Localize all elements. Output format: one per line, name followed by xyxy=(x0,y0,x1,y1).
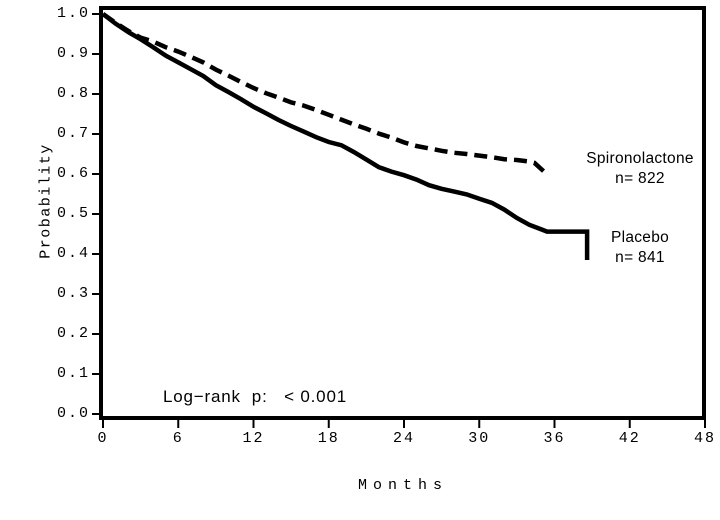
x-tick-label: 0 xyxy=(97,430,109,447)
x-tick-label: 24 xyxy=(392,430,415,447)
spironolactone-curve xyxy=(101,12,547,174)
series-label-placebo: Placebo xyxy=(610,229,670,246)
x-tick-label: 48 xyxy=(693,430,716,447)
series-label-spironolactone: Spironolactone xyxy=(586,150,694,167)
placebo-curve xyxy=(101,12,590,260)
legend-placebo: Placebo n= 841 xyxy=(574,228,706,267)
x-tick-label: 18 xyxy=(317,430,340,447)
y-tick-label: 0.4 xyxy=(56,245,90,262)
y-tick-label: 0.3 xyxy=(56,285,90,302)
x-tick-label: 30 xyxy=(468,430,491,447)
legend-spironolactone: Spironolactone n= 822 xyxy=(574,149,706,188)
y-tick-label: 1.0 xyxy=(56,5,90,22)
axis-frame xyxy=(99,6,706,420)
y-tick-label: 0.7 xyxy=(56,125,90,142)
y-tick-label: 0.8 xyxy=(56,85,90,102)
x-tick-label: 36 xyxy=(543,430,566,447)
y-tick-label: 0.9 xyxy=(56,45,90,62)
y-tick-label: 0.1 xyxy=(56,365,90,382)
x-axis-title: Months xyxy=(357,477,449,494)
x-tick-label: 6 xyxy=(172,430,184,447)
series-n-placebo: n= 841 xyxy=(615,248,665,266)
series-n-spironolactone: n= 822 xyxy=(615,169,665,187)
x-tick-label: 42 xyxy=(618,430,641,447)
y-axis-title: Probability xyxy=(37,143,55,259)
log-rank-p-value: Log−rank p: < 0.001 xyxy=(163,387,347,406)
y-tick-label: 0.0 xyxy=(56,405,90,422)
x-tick-label: 12 xyxy=(242,430,265,447)
y-tick-label: 0.2 xyxy=(56,325,90,342)
y-tick-label: 0.6 xyxy=(56,165,90,182)
y-tick-label: 0.5 xyxy=(56,205,90,222)
